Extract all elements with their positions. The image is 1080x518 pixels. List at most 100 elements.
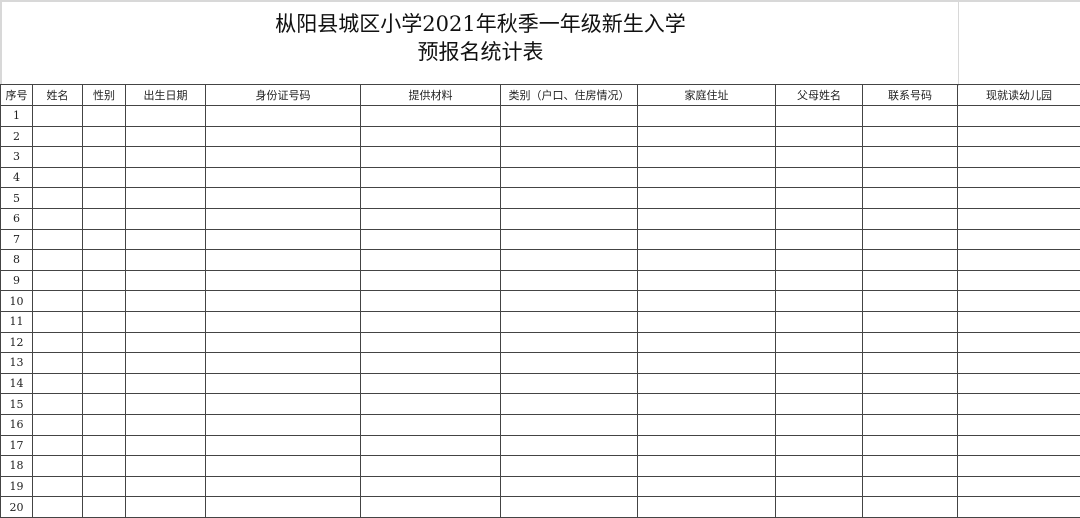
table-cell[interactable] [957, 105, 1080, 127]
table-cell[interactable] [957, 455, 1080, 477]
column-header[interactable]: 类别（户口、住房情况） [500, 84, 638, 106]
table-cell[interactable] [862, 413, 958, 436]
table-cell[interactable] [775, 269, 863, 292]
table-cell[interactable] [205, 496, 361, 518]
column-header[interactable]: 性别 [82, 84, 126, 106]
table-cell[interactable] [125, 228, 206, 251]
table-cell[interactable] [775, 352, 863, 374]
table-cell[interactable] [32, 125, 83, 148]
table-cell[interactable] [32, 290, 83, 312]
table-cell[interactable] [775, 455, 863, 477]
table-cell[interactable] [500, 455, 638, 477]
table-cell[interactable] [862, 146, 958, 168]
row-number-cell[interactable]: 16 [0, 413, 33, 436]
table-cell[interactable] [775, 166, 863, 189]
table-cell[interactable] [32, 249, 83, 271]
table-cell[interactable] [360, 413, 501, 436]
table-cell[interactable] [32, 496, 83, 518]
table-cell[interactable] [360, 475, 501, 498]
table-cell[interactable] [775, 413, 863, 436]
row-number-cell[interactable]: 3 [0, 146, 33, 168]
table-cell[interactable] [32, 187, 83, 209]
table-cell[interactable] [32, 166, 83, 189]
table-cell[interactable] [500, 310, 638, 333]
table-cell[interactable] [637, 207, 776, 230]
table-cell[interactable] [637, 496, 776, 518]
table-cell[interactable] [775, 249, 863, 271]
table-cell[interactable] [32, 228, 83, 251]
table-cell[interactable] [500, 434, 638, 457]
table-cell[interactable] [360, 455, 501, 477]
table-cell[interactable] [637, 413, 776, 436]
table-cell[interactable] [125, 310, 206, 333]
table-cell[interactable] [637, 249, 776, 271]
row-number-cell[interactable]: 17 [0, 434, 33, 457]
table-cell[interactable] [637, 166, 776, 189]
table-cell[interactable] [82, 434, 126, 457]
table-cell[interactable] [205, 290, 361, 312]
column-header[interactable]: 父母姓名 [775, 84, 863, 106]
table-cell[interactable] [500, 146, 638, 168]
table-cell[interactable] [775, 310, 863, 333]
table-cell[interactable] [205, 105, 361, 127]
table-cell[interactable] [500, 475, 638, 498]
table-cell[interactable] [82, 269, 126, 292]
column-header[interactable]: 序号 [0, 84, 33, 106]
table-cell[interactable] [957, 166, 1080, 189]
table-cell[interactable] [775, 105, 863, 127]
table-cell[interactable] [205, 434, 361, 457]
table-cell[interactable] [32, 434, 83, 457]
table-cell[interactable] [205, 166, 361, 189]
table-cell[interactable] [32, 475, 83, 498]
table-cell[interactable] [862, 187, 958, 209]
table-cell[interactable] [637, 372, 776, 395]
table-cell[interactable] [637, 393, 776, 415]
table-cell[interactable] [32, 393, 83, 415]
table-cell[interactable] [862, 372, 958, 395]
table-cell[interactable] [862, 105, 958, 127]
column-header[interactable]: 姓名 [32, 84, 83, 106]
table-cell[interactable] [775, 475, 863, 498]
table-cell[interactable] [957, 187, 1080, 209]
table-cell[interactable] [360, 228, 501, 251]
table-cell[interactable] [82, 455, 126, 477]
table-cell[interactable] [125, 413, 206, 436]
table-cell[interactable] [637, 146, 776, 168]
table-cell[interactable] [205, 413, 361, 436]
table-cell[interactable] [862, 310, 958, 333]
table-cell[interactable] [360, 393, 501, 415]
table-cell[interactable] [125, 207, 206, 230]
table-cell[interactable] [957, 207, 1080, 230]
table-cell[interactable] [205, 331, 361, 354]
table-cell[interactable] [360, 496, 501, 518]
table-cell[interactable] [500, 228, 638, 251]
row-number-cell[interactable]: 12 [0, 331, 33, 354]
table-cell[interactable] [500, 352, 638, 374]
table-cell[interactable] [957, 496, 1080, 518]
table-cell[interactable] [360, 434, 501, 457]
table-cell[interactable] [360, 269, 501, 292]
table-cell[interactable] [775, 290, 863, 312]
table-cell[interactable] [775, 146, 863, 168]
table-cell[interactable] [957, 146, 1080, 168]
table-cell[interactable] [957, 125, 1080, 148]
table-cell[interactable] [360, 249, 501, 271]
table-cell[interactable] [775, 372, 863, 395]
table-cell[interactable] [862, 434, 958, 457]
table-cell[interactable] [205, 372, 361, 395]
table-cell[interactable] [125, 166, 206, 189]
table-cell[interactable] [360, 187, 501, 209]
table-cell[interactable] [360, 105, 501, 127]
table-cell[interactable] [125, 269, 206, 292]
table-cell[interactable] [32, 269, 83, 292]
table-cell[interactable] [32, 413, 83, 436]
table-cell[interactable] [862, 125, 958, 148]
table-cell[interactable] [32, 352, 83, 374]
column-header[interactable]: 出生日期 [125, 84, 206, 106]
row-number-cell[interactable]: 8 [0, 249, 33, 271]
table-cell[interactable] [957, 331, 1080, 354]
table-cell[interactable] [360, 372, 501, 395]
table-cell[interactable] [82, 331, 126, 354]
table-cell[interactable] [957, 352, 1080, 374]
table-cell[interactable] [205, 352, 361, 374]
